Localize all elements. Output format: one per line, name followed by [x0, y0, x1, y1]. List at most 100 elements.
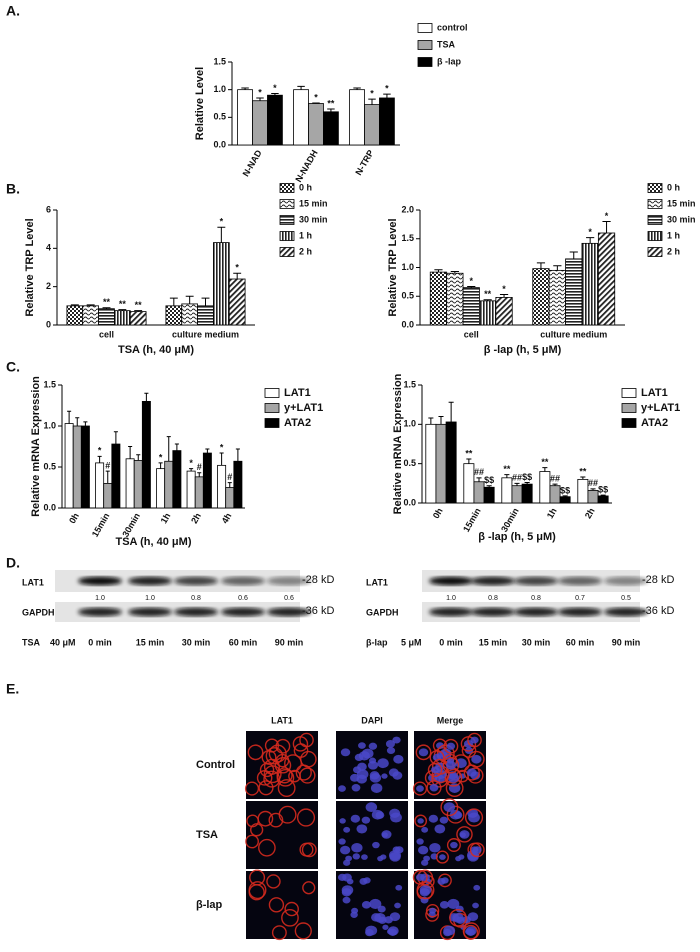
membrane-stain: [440, 798, 459, 817]
x-tick-label: 4h: [220, 511, 234, 525]
significance-label: #: [197, 462, 202, 472]
blot-band: [78, 607, 122, 617]
nucleus: [436, 742, 444, 749]
nucleus: [449, 809, 462, 820]
nucleus: [416, 838, 424, 845]
legend-swatch: [264, 403, 280, 413]
bar: [521, 483, 533, 504]
column-header: DAPI: [361, 715, 383, 725]
charts: 0.0 0.5 1.0 1.5 Relative Level N-NAD N-NADH N-T…: [24, 22, 696, 548]
bar: [228, 278, 246, 326]
nucleus: [447, 773, 460, 783]
membrane-stain: [276, 769, 295, 787]
blot-band: [558, 607, 602, 617]
nucleus: [458, 854, 465, 860]
error-bar: [499, 294, 509, 298]
legend-swatch: [279, 199, 295, 209]
legend-label: 1 h: [299, 230, 312, 240]
membrane-stain: [284, 901, 299, 917]
bar: [495, 296, 513, 326]
dose-label: 5 μM: [401, 637, 422, 647]
x-tick-label: cell: [99, 329, 114, 339]
nucleus: [392, 736, 401, 744]
bar: [532, 268, 550, 326]
nucleus: [470, 736, 479, 744]
nucleus: [394, 902, 401, 909]
bar: [379, 97, 395, 146]
lane-label: 60 min: [229, 637, 258, 647]
band-ratio: 1.0: [95, 595, 105, 602]
legend-label: 1 h: [667, 230, 680, 240]
nucleus: [395, 884, 403, 891]
error-bar: [428, 417, 434, 425]
nucleus: [369, 898, 382, 909]
x-axis-label: β -lap (h, 5 μM): [484, 344, 562, 356]
y-tick-label: 0.0: [213, 139, 226, 149]
error-bar: [201, 297, 210, 306]
bar: [462, 287, 480, 326]
legend-swatch: [647, 215, 663, 225]
nucleus: [338, 838, 346, 845]
significance-label: ##: [588, 478, 598, 488]
nucleus: [353, 766, 362, 774]
error-bar: [256, 97, 264, 101]
error-bar: [467, 285, 476, 288]
nucleus: [439, 816, 449, 824]
membrane-stain: [415, 744, 432, 761]
error-bar: [586, 237, 595, 244]
membrane-stain: [301, 842, 317, 858]
membrane-stain: [414, 814, 428, 828]
x-tick-label: 1h: [159, 511, 173, 525]
nucleus: [459, 832, 466, 838]
x-tick-label: 15min: [461, 506, 483, 534]
nucleus: [386, 747, 396, 755]
legend-swatch: [417, 57, 433, 67]
significance-label: *: [258, 87, 262, 97]
significance-label: **: [484, 289, 492, 299]
lane-label: 15 min: [479, 637, 508, 647]
nucleus: [418, 748, 429, 757]
significance-label: *: [220, 217, 224, 227]
blot-target-size: -28 kD: [302, 574, 334, 586]
nucleus: [428, 814, 439, 823]
error-bar: [105, 470, 110, 484]
column-header: Merge: [437, 715, 464, 725]
error-bar: [312, 102, 320, 104]
error-bar: [102, 307, 111, 309]
error-bar: [600, 494, 606, 496]
nucleus: [394, 846, 404, 854]
y-tick-label: 2: [46, 281, 51, 291]
legend-swatch: [417, 40, 433, 50]
nucleus: [361, 901, 371, 909]
band-ratio: 0.6: [284, 595, 294, 602]
nucleus: [361, 816, 371, 824]
band-ratio: 0.6: [238, 595, 248, 602]
bar: [293, 89, 309, 146]
error-bar: [217, 226, 226, 243]
nucleus: [473, 884, 481, 891]
error-bar: [97, 455, 102, 463]
legend-label: 30 min: [667, 214, 696, 224]
blot-band: [221, 576, 265, 586]
significance-label: **: [503, 464, 511, 474]
bar: [82, 305, 99, 326]
bar: [597, 232, 616, 326]
legend-label: 0 h: [299, 182, 312, 192]
lane-label: 0 min: [88, 637, 112, 647]
error-bar: [174, 443, 179, 451]
blot-band: [514, 576, 558, 586]
blot-band: [128, 607, 172, 617]
bar: [129, 311, 147, 326]
membrane-stain: [444, 769, 463, 787]
treatment-label: TSA: [22, 637, 41, 647]
error-bar: [144, 392, 149, 402]
error-bar: [524, 482, 530, 485]
bar: [323, 111, 339, 146]
membrane-stain: [250, 823, 264, 837]
nucleus: [361, 748, 374, 759]
error-bar: [75, 417, 80, 426]
x-tick-label: 1h: [545, 506, 559, 520]
nucleus: [370, 783, 383, 793]
error-bar: [562, 495, 568, 497]
y-tick-label: 0.0: [403, 497, 416, 507]
